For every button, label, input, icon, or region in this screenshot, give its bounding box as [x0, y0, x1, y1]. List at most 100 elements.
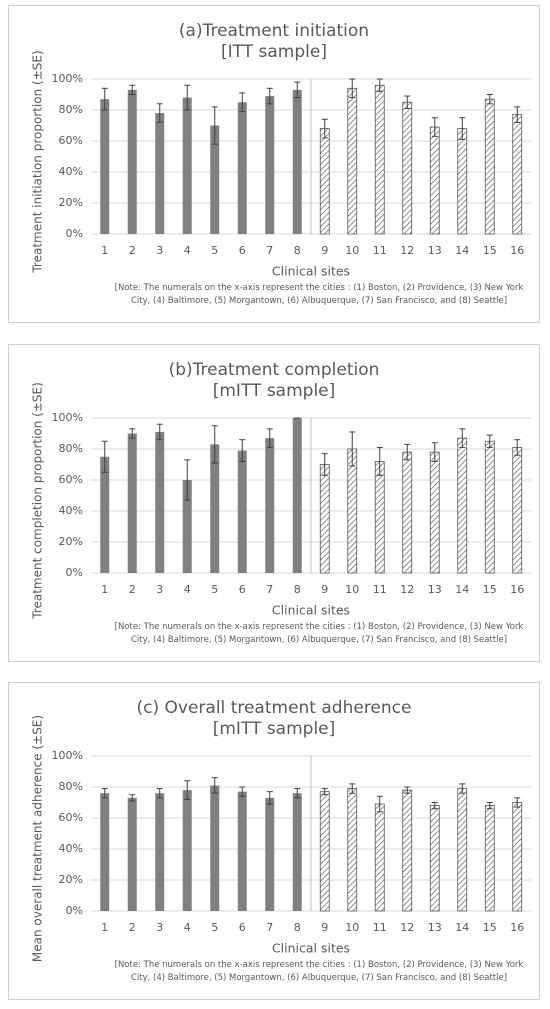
- bar: [319, 128, 330, 235]
- bar: [237, 450, 247, 573]
- x-tick-label: 10: [345, 583, 359, 596]
- x-tick-label: 16: [510, 921, 524, 934]
- x-tick-label: 2: [129, 583, 136, 596]
- y-tick-label: 80%: [59, 103, 83, 116]
- x-tick-label: 13: [428, 583, 442, 596]
- bar: [127, 89, 137, 234]
- bar: [457, 128, 468, 235]
- bar: [155, 113, 165, 234]
- bar: [265, 96, 275, 234]
- y-tick-label: 100%: [52, 72, 83, 85]
- y-tick-label: 40%: [59, 842, 83, 855]
- bar: [457, 788, 468, 912]
- y-tick-label: 60%: [59, 473, 83, 486]
- bar: [429, 126, 440, 235]
- bar: [319, 464, 330, 574]
- x-tick-label: 5: [211, 583, 218, 596]
- note: [Note: The numerals on the x-axis repres…: [114, 960, 524, 983]
- bar: [182, 480, 192, 573]
- chart: (c) Overall treatment adherence[mITT sam…: [31, 698, 531, 962]
- bar: [402, 101, 413, 235]
- y-tick-label: 40%: [59, 165, 83, 178]
- bar: [100, 99, 110, 235]
- x-tick-label: 10: [345, 921, 359, 934]
- x-tick-label: 4: [184, 921, 191, 934]
- x-tick-label: 14: [455, 583, 469, 596]
- chart-title: (a)Treatment initiation: [179, 21, 369, 41]
- x-tick-label: 8: [294, 583, 301, 596]
- x-tick-label: 16: [510, 583, 524, 596]
- bar: [512, 802, 523, 912]
- x-tick-label: 7: [266, 921, 273, 934]
- bar: [347, 788, 358, 912]
- bar: [127, 797, 137, 911]
- bar: [484, 98, 495, 235]
- bar: [429, 451, 440, 574]
- y-tick-label: 40%: [59, 504, 83, 517]
- bar: [429, 805, 440, 912]
- bar: [374, 461, 385, 574]
- y-tick-label: 60%: [59, 811, 83, 824]
- y-tick-label: 0%: [66, 566, 83, 579]
- x-tick-label: 3: [156, 583, 163, 596]
- x-axis-title: Clinical sites: [272, 264, 350, 279]
- bar: [374, 803, 385, 912]
- bar: [292, 418, 302, 573]
- x-tick-label: 3: [156, 921, 163, 934]
- bar: [292, 89, 302, 234]
- bar: [347, 87, 358, 235]
- bar: [402, 451, 413, 574]
- chart-title: (c) Overall treatment adherence: [137, 698, 412, 718]
- x-tick-label: 9: [321, 583, 328, 596]
- chart: (a)Treatment initiation[ITT sample] Treat…: [31, 21, 531, 279]
- x-tick-label: 11: [373, 583, 387, 596]
- x-tick-label: 7: [266, 583, 273, 596]
- y-tick-label: 0%: [66, 904, 83, 917]
- bar: [484, 440, 495, 574]
- x-tick-label: 4: [184, 244, 191, 257]
- y-tick-label: 80%: [59, 442, 83, 455]
- x-tick-label: 1: [101, 244, 108, 257]
- bar: [210, 125, 220, 234]
- bar: [237, 791, 247, 911]
- x-tick-label: 13: [428, 244, 442, 257]
- x-tick-label: 15: [483, 244, 497, 257]
- x-tick-label: 2: [129, 921, 136, 934]
- bar: [182, 97, 192, 234]
- y-axis-title: Treatment initiation proportion (±SE): [31, 50, 45, 273]
- y-tick-label: 100%: [52, 411, 83, 424]
- x-tick-label: 1: [101, 583, 108, 596]
- bar: [127, 433, 137, 573]
- bar: [210, 444, 220, 573]
- x-tick-label: 12: [400, 244, 414, 257]
- bar: [484, 805, 495, 912]
- x-tick-label: 4: [184, 583, 191, 596]
- x-tick-label: 15: [483, 921, 497, 934]
- bar: [457, 437, 468, 574]
- chart: (b)Treatment completion[mITT sample] Trea…: [31, 360, 531, 620]
- y-tick-label: 60%: [59, 134, 83, 147]
- x-tick-label: 9: [321, 244, 328, 257]
- bar: [374, 84, 385, 235]
- y-axis-title: Mean overall treatment adherence (±SE): [31, 715, 45, 962]
- x-tick-label: 1: [101, 921, 108, 934]
- x-tick-label: 11: [373, 921, 387, 934]
- chart-panel: (c) Overall treatment adherence [mITT sam…: [8, 682, 540, 1000]
- chart-title: (b)Treatment completion: [169, 360, 380, 380]
- bar: [155, 793, 165, 911]
- x-tick-label: 5: [211, 921, 218, 934]
- bar: [155, 431, 165, 573]
- bar: [292, 793, 302, 911]
- chart-subtitle: [mITT sample]: [213, 719, 336, 739]
- x-tick-label: 14: [455, 244, 469, 257]
- bar: [265, 438, 275, 573]
- x-tick-label: 5: [211, 244, 218, 257]
- y-tick-label: 20%: [59, 535, 83, 548]
- y-tick-label: 20%: [59, 873, 83, 886]
- x-tick-label: 7: [266, 244, 273, 257]
- x-tick-label: 8: [294, 921, 301, 934]
- chart-subtitle: [ITT sample]: [221, 42, 327, 62]
- bar: [182, 790, 192, 911]
- x-tick-label: 15: [483, 583, 497, 596]
